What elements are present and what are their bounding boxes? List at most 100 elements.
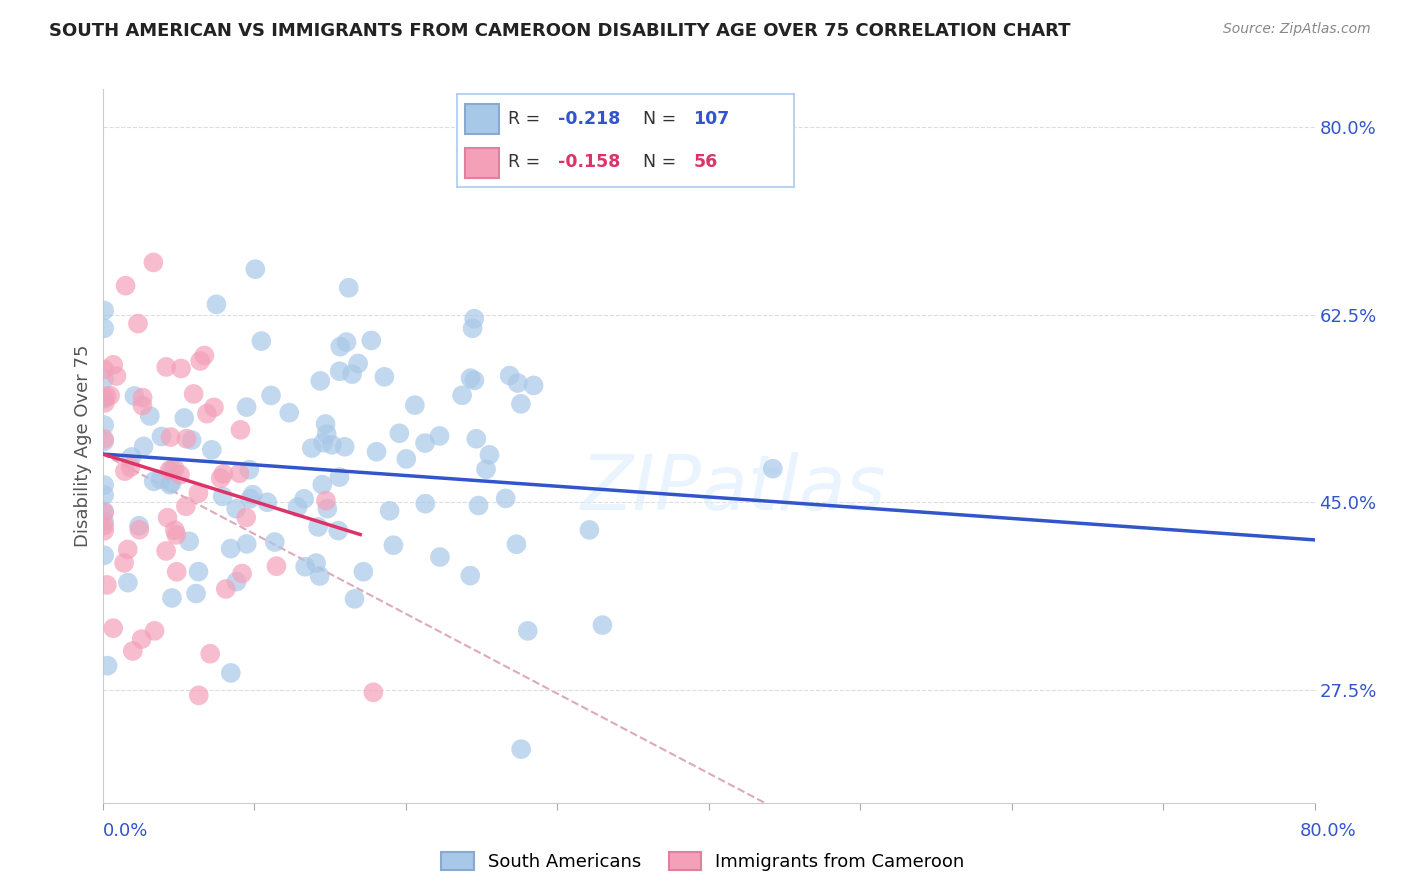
Point — [176, 432, 198, 446]
Point — [229, 423, 252, 437]
Point — [366, 444, 388, 458]
Point — [329, 340, 352, 354]
Point — [463, 373, 485, 387]
Text: -0.158: -0.158 — [558, 153, 620, 171]
Point — [461, 321, 484, 335]
Point — [157, 463, 180, 477]
Point — [180, 433, 202, 447]
Point — [121, 644, 143, 658]
Point — [307, 520, 329, 534]
Point — [202, 401, 225, 415]
Point — [149, 472, 172, 486]
Point — [429, 549, 451, 564]
Point — [93, 392, 115, 406]
Point — [360, 334, 382, 348]
Point — [316, 501, 339, 516]
Text: 80.0%: 80.0% — [1301, 822, 1357, 840]
Point — [591, 618, 613, 632]
Point — [98, 389, 121, 403]
Text: -0.218: -0.218 — [558, 110, 620, 128]
Point — [159, 477, 181, 491]
Point — [166, 565, 188, 579]
Point — [460, 371, 482, 385]
Point — [231, 566, 253, 581]
Point — [347, 356, 370, 370]
Point — [301, 441, 323, 455]
Point — [340, 367, 363, 381]
Point — [235, 510, 257, 524]
Point — [219, 665, 242, 680]
Point — [225, 574, 247, 589]
Point — [93, 432, 115, 446]
Point — [103, 621, 125, 635]
Point — [463, 311, 485, 326]
Point — [458, 568, 481, 582]
Point — [179, 534, 201, 549]
Point — [225, 501, 247, 516]
Point — [131, 391, 153, 405]
Point — [219, 541, 242, 556]
Point — [429, 429, 451, 443]
Point — [93, 321, 115, 335]
Point — [156, 510, 179, 524]
Point — [142, 475, 165, 489]
Point — [195, 407, 218, 421]
Point — [523, 378, 546, 392]
Point — [187, 486, 209, 500]
Point — [278, 406, 301, 420]
Point — [312, 435, 335, 450]
Point — [294, 559, 316, 574]
Point — [160, 476, 183, 491]
Point — [198, 647, 221, 661]
Point — [239, 491, 262, 506]
Point — [315, 417, 337, 431]
Point — [228, 467, 250, 481]
Point — [173, 411, 195, 425]
Point — [212, 467, 235, 481]
Point — [128, 523, 150, 537]
FancyBboxPatch shape — [465, 104, 499, 134]
Point — [163, 461, 186, 475]
Point — [506, 376, 529, 390]
Point — [105, 369, 128, 384]
Text: 56: 56 — [693, 153, 717, 171]
Point — [363, 685, 385, 699]
Point — [117, 542, 139, 557]
Point — [209, 471, 232, 485]
Point — [120, 460, 142, 475]
Point — [121, 450, 143, 464]
Point — [94, 396, 117, 410]
Point — [287, 500, 309, 514]
Point — [93, 372, 115, 386]
Point — [128, 518, 150, 533]
Point — [337, 281, 360, 295]
Point — [96, 389, 118, 403]
Point — [93, 506, 115, 520]
Point — [93, 524, 115, 538]
Point — [329, 364, 352, 378]
Point — [96, 578, 118, 592]
Point — [169, 467, 191, 482]
Point — [311, 477, 333, 491]
Point — [193, 349, 215, 363]
Point — [395, 451, 418, 466]
Point — [315, 493, 337, 508]
Point — [93, 391, 115, 405]
Point — [211, 490, 233, 504]
Point — [93, 504, 115, 518]
Point — [201, 442, 224, 457]
Point — [112, 556, 135, 570]
Point — [93, 518, 115, 533]
Point — [352, 565, 374, 579]
Point — [93, 434, 115, 449]
Point — [235, 400, 257, 414]
Point — [378, 504, 401, 518]
Point — [142, 255, 165, 269]
Text: R =: R = — [508, 110, 546, 128]
Point — [373, 369, 395, 384]
Point — [114, 278, 136, 293]
Point — [93, 478, 115, 492]
Text: N =: N = — [643, 153, 682, 171]
Text: 107: 107 — [693, 110, 730, 128]
Point — [165, 528, 187, 542]
